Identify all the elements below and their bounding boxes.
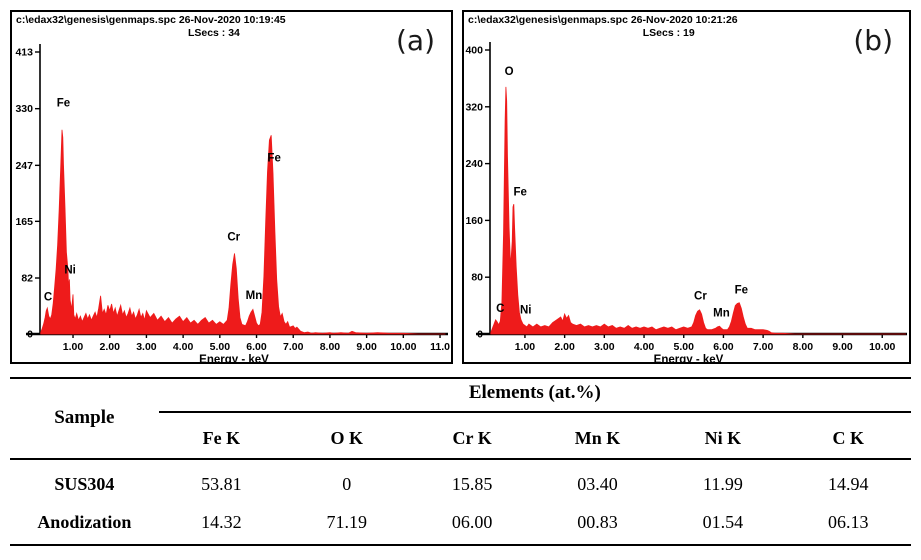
x-tick-label: 3.00 xyxy=(594,341,615,353)
x-tick-label: 9.00 xyxy=(356,341,377,353)
spectrum-file-header: c:\edax32\genesis\genmaps.spc 26-Nov-202… xyxy=(16,14,286,26)
eds-spectrum-chart-a: 0 82 165 247 330 413 1.00 2.00 3.00 4.00 5.00 6.00 7… xyxy=(15,44,450,362)
x-tick-label: 3.00 xyxy=(136,341,157,353)
composition-value: 06.13 xyxy=(828,511,869,532)
x-tick-label: 9.00 xyxy=(832,341,853,353)
composition-value: 71.19 xyxy=(326,511,367,532)
element-column-header: Fe K xyxy=(202,427,241,448)
table-rule-bottom xyxy=(10,544,911,546)
x-tick-label: 1.00 xyxy=(63,341,84,353)
composition-value: 15.85 xyxy=(451,473,493,494)
peak-label-ni: Ni xyxy=(64,264,76,276)
peak-label-cr: Cr xyxy=(227,232,240,244)
y-tick-label: 0 xyxy=(477,329,483,341)
x-tick-label: 1.00 xyxy=(515,341,536,353)
eds-panel-a: c:\edax32\genesis\genmaps.spc 26-Nov-202… xyxy=(10,10,453,364)
x-tick-label: 5.00 xyxy=(674,341,695,353)
y-tick-label: 240 xyxy=(465,158,483,170)
x-axis-title: Energy - keV xyxy=(199,354,269,362)
composition-value: 0 xyxy=(342,473,352,494)
x-tick-label: 8.00 xyxy=(320,341,341,353)
peak-label-fe: Fe xyxy=(735,285,748,297)
y-tick-label: 80 xyxy=(471,272,483,284)
x-tick-label: 4.00 xyxy=(634,341,655,353)
element-column-headers: Fe K O K Cr K Mn K Ni K C K xyxy=(159,420,911,456)
table-rule-group xyxy=(158,411,911,413)
x-tick-label: 11.0 xyxy=(430,341,450,353)
x-tick-label: 2.00 xyxy=(100,341,121,353)
spectrum-area xyxy=(40,129,446,335)
y-tick-label: 320 xyxy=(465,101,483,113)
y-tick-label: 0 xyxy=(27,329,33,341)
element-column-header: O K xyxy=(330,427,363,448)
panel-label-b: (b) xyxy=(853,24,893,57)
x-tick-label: 7.00 xyxy=(283,341,304,353)
composition-value: 53.81 xyxy=(201,473,242,494)
sample-column-header: Sample xyxy=(54,406,115,428)
composition-value: 01.54 xyxy=(702,511,744,532)
peak-label-c: C xyxy=(496,303,504,315)
x-tick-label: 4.00 xyxy=(173,341,194,353)
panel-label-a: (a) xyxy=(395,24,435,57)
element-column-header: C K xyxy=(832,427,865,448)
y-tick-label: 247 xyxy=(15,160,33,172)
table-row: Anodization 14.32 71.19 06.00 00.83 01.54 06.1… xyxy=(10,504,911,540)
composition-value: 11.99 xyxy=(702,473,743,494)
peak-label-c: C xyxy=(44,292,52,304)
peak-label-fe: Fe xyxy=(513,187,526,199)
composition-value: 03.40 xyxy=(577,473,618,494)
x-tick-label: 8.00 xyxy=(793,341,814,353)
y-tick-label: 82 xyxy=(21,273,33,285)
peak-label-fe: Fe xyxy=(57,98,70,110)
x-tick-label: 10.00 xyxy=(869,341,895,353)
x-tick-label: 7.00 xyxy=(753,341,774,353)
x-tick-label: 6.00 xyxy=(246,341,267,353)
y-tick-label: 165 xyxy=(15,216,33,228)
peak-label-o: O xyxy=(505,66,514,78)
table-rule-header xyxy=(10,458,911,460)
composition-value: 00.83 xyxy=(577,511,618,532)
composition-value: 06.00 xyxy=(451,511,493,532)
elements-group-header: Elements (at.%) xyxy=(468,382,601,403)
composition-value: 14.94 xyxy=(828,473,869,494)
peak-label-cr: Cr xyxy=(694,290,707,302)
sample-name: Anodization xyxy=(37,511,132,532)
y-tick-label: 160 xyxy=(465,215,483,227)
sample-name: SUS304 xyxy=(54,473,115,494)
eds-spectrum-chart-b: 0 80 160 240 320 400 1.00 2.00 3.00 4.00 5.00 6.00 7… xyxy=(465,42,907,362)
x-axis-title: Energy - keV xyxy=(654,354,724,362)
live-seconds-label: LSecs : 19 xyxy=(642,27,695,39)
table-row: SUS304 53.81 0 15.85 03.40 11.99 14.94 xyxy=(10,466,911,502)
peak-label-mn: Mn xyxy=(713,307,730,319)
peak-label-ni: Ni xyxy=(520,305,532,317)
eds-panel-b: c:\edax32\genesis\genmaps.spc 26-Nov-202… xyxy=(462,10,911,364)
live-seconds-label: LSecs : 34 xyxy=(187,27,240,39)
x-tick-label: 10.00 xyxy=(390,341,416,353)
table-rule-top xyxy=(10,377,911,379)
x-tick-label: 6.00 xyxy=(713,341,734,353)
x-tick-label: 2.00 xyxy=(554,341,575,353)
element-column-header: Cr K xyxy=(452,427,492,448)
element-column-header: Ni K xyxy=(704,427,742,448)
composition-value: 14.32 xyxy=(201,511,242,532)
y-tick-label: 400 xyxy=(465,45,483,57)
spectrum-area xyxy=(490,86,907,335)
peak-label-fe: Fe xyxy=(267,152,280,164)
y-tick-label: 330 xyxy=(15,103,33,115)
y-tick-label: 413 xyxy=(15,47,33,59)
composition-table: Sample Elements (at.%) Fe K O K Cr K Mn K Ni… xyxy=(10,370,911,552)
element-column-header: Mn K xyxy=(574,427,621,448)
spectrum-file-header: c:\edax32\genesis\genmaps.spc 26-Nov-202… xyxy=(468,14,738,26)
peak-label-mn: Mn xyxy=(246,290,263,302)
x-tick-label: 5.00 xyxy=(210,341,231,353)
